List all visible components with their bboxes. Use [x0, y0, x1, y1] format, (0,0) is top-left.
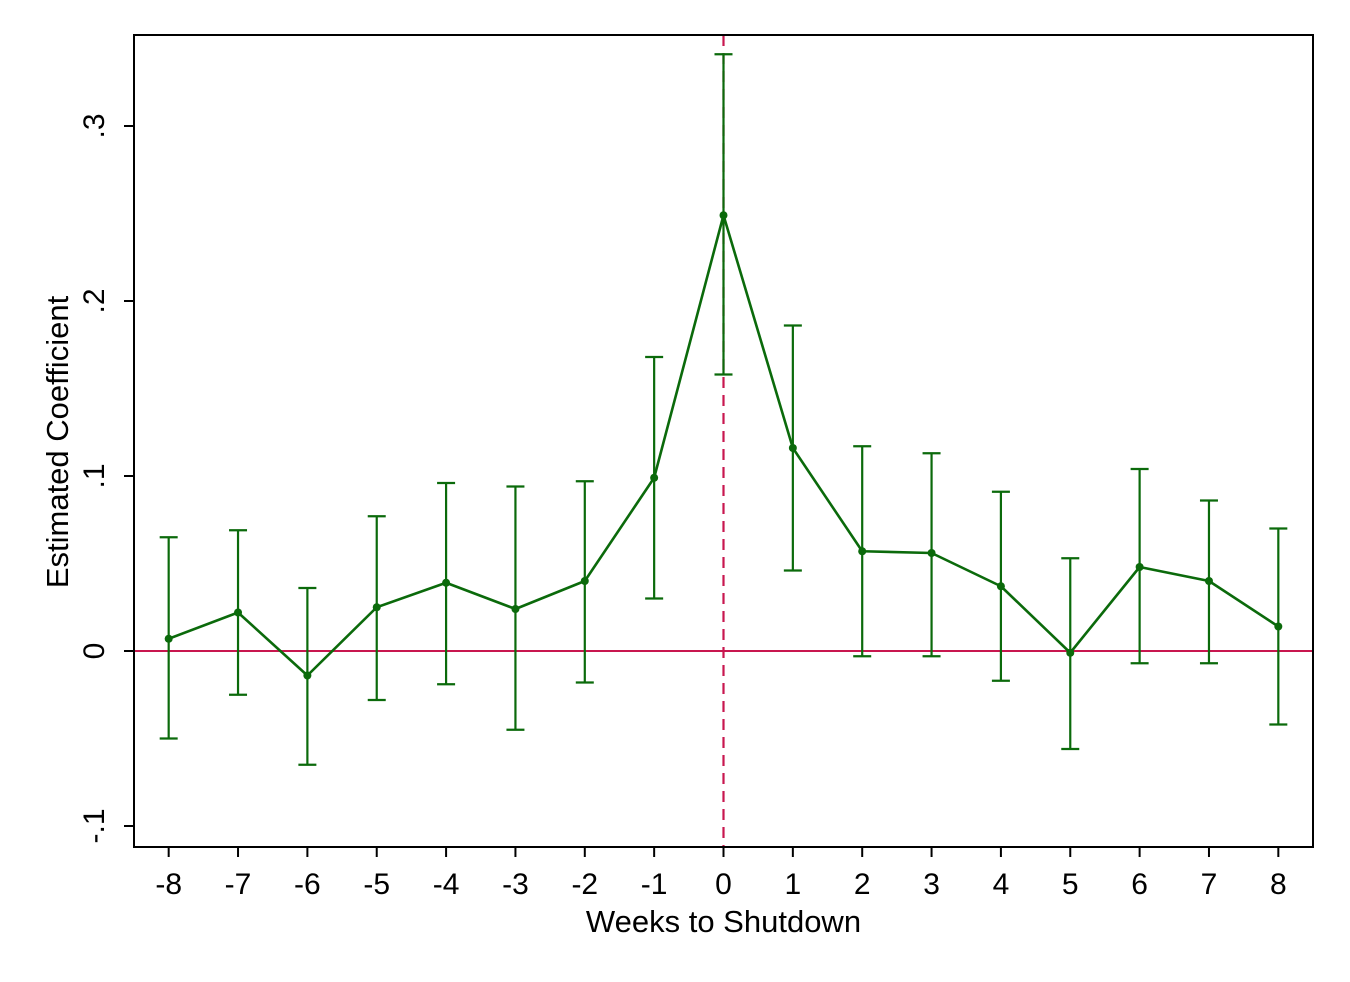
data-point-10 [858, 547, 867, 556]
x-tick-label-14: 6 [1131, 868, 1148, 901]
x-tick-label-12: 4 [993, 868, 1010, 901]
x-tick-label-5: -3 [502, 868, 529, 901]
data-point-1 [234, 608, 243, 617]
y-tick-label-0: -.1 [78, 808, 111, 843]
x-tick-label-6: -2 [571, 868, 598, 901]
x-tick-label-7: -1 [641, 868, 668, 901]
x-tick-label-3: -5 [363, 868, 390, 901]
data-point-8 [719, 211, 728, 220]
x-tick-label-1: -7 [225, 868, 252, 901]
x-tick-label-0: -8 [155, 868, 182, 901]
x-tick-label-16: 8 [1270, 868, 1287, 901]
data-point-13 [1066, 648, 1075, 657]
x-tick-label-10: 2 [854, 868, 871, 901]
data-point-5 [511, 605, 520, 613]
y-tick-label-4: .3 [78, 113, 111, 138]
x-tick-label-15: 7 [1201, 868, 1218, 901]
x-axis: -8 -7 -6 -5 -4 -3 -2 -1 0 1 2 3 4 5 6 7 8 [155, 847, 1287, 901]
y-tick-label-3: .2 [78, 288, 111, 313]
data-point-9 [788, 444, 797, 452]
data-point-6 [580, 577, 589, 585]
x-axis-title: Weeks to Shutdown [586, 904, 861, 939]
x-tick-label-4: -4 [433, 868, 460, 901]
data-point-3 [372, 603, 381, 612]
y-tick-label-2: .1 [78, 463, 111, 488]
x-tick-label-11: 3 [923, 868, 940, 901]
data-point-16 [1274, 622, 1283, 631]
x-tick-label-8: 0 [715, 868, 732, 901]
y-axis-title: Estimated Coefficient [40, 295, 75, 588]
x-tick-label-9: 1 [785, 868, 802, 901]
data-points [164, 211, 1283, 680]
data-point-12 [996, 582, 1005, 591]
data-point-7 [650, 473, 659, 482]
x-tick-label-13: 5 [1062, 868, 1079, 901]
data-point-14 [1135, 563, 1144, 571]
y-axis: -.1 0 .1 .2 .3 [78, 113, 134, 844]
data-point-11 [927, 549, 936, 557]
data-point-4 [442, 578, 451, 587]
data-point-0 [164, 634, 173, 643]
data-point-15 [1204, 577, 1213, 585]
x-tick-label-2: -6 [294, 868, 321, 901]
y-tick-label-1: 0 [78, 643, 111, 660]
data-point-2 [303, 671, 312, 680]
